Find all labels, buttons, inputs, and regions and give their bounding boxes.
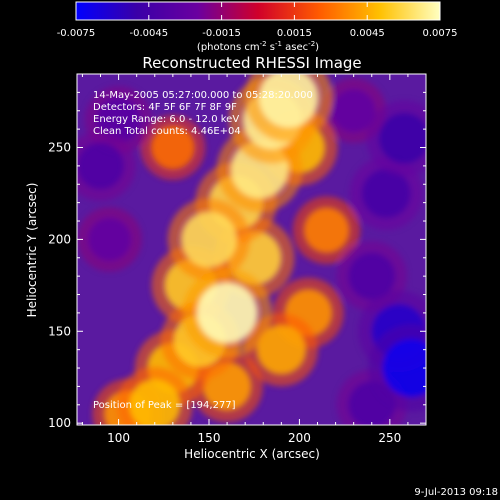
colorbar-ticks: -0.0075 -0.0045 -0.0015 0.0015 0.0045 0.0075 bbox=[57, 2, 458, 39]
emission-core bbox=[378, 112, 426, 164]
emission-core bbox=[348, 252, 396, 300]
colorbar: -0.0075 -0.0045 -0.0015 0.0015 0.0045 0.0075 … bbox=[57, 1, 458, 53]
annotation-energy: Energy Range: 6.0 - 12.0 keV bbox=[93, 114, 239, 125]
x-axis-label: Heliocentric X (arcsec) bbox=[184, 447, 320, 461]
colorbar-tick-label: -0.0045 bbox=[129, 28, 168, 39]
footer-date: 9-Jul-2013 09:18 bbox=[414, 487, 498, 498]
annotation-block: 14-May-2005 05:27:00.000 to 05:28:20.000… bbox=[93, 90, 313, 137]
colorbar-tick-label: -0.0075 bbox=[57, 28, 96, 39]
emission-core bbox=[304, 207, 350, 253]
annotation-detectors: Detectors: 4F 5F 6F 7F 8F 9F bbox=[93, 102, 237, 113]
emission-core bbox=[96, 97, 142, 143]
chart-title: Reconstructed RHESSI Image bbox=[142, 54, 361, 72]
x-tick-label: 150 bbox=[198, 431, 221, 445]
emission-core bbox=[151, 125, 195, 170]
colorbar-tick-label: 0.0075 bbox=[423, 28, 458, 39]
peak-position-label: Position of Peak = [194,277] bbox=[93, 400, 236, 411]
emission-core bbox=[77, 142, 124, 190]
colorbar-tick-label: 0.0015 bbox=[277, 28, 312, 39]
emission-core bbox=[256, 325, 306, 375]
annotation-clean: Clean Total counts: 4.46E+04 bbox=[93, 126, 241, 137]
emission-core bbox=[259, 74, 319, 128]
y-tick-label: 100 bbox=[48, 416, 71, 430]
axes: 100 150 200 250 100 150 200 250 bbox=[48, 73, 427, 445]
image-area bbox=[77, 74, 426, 425]
annotation-time: 14-May-2005 05:27:00.000 to 05:28:20.000 bbox=[93, 90, 313, 101]
x-tick-label: 250 bbox=[378, 431, 401, 445]
emission-core bbox=[332, 89, 376, 133]
y-axis-label: Heliocentric Y (arcsec) bbox=[25, 183, 39, 318]
emission-core bbox=[87, 217, 132, 261]
emission-core bbox=[361, 169, 411, 218]
plot-frame bbox=[76, 73, 427, 426]
emission-blobs bbox=[77, 74, 426, 425]
emission-core bbox=[181, 211, 237, 267]
x-tick-label: 200 bbox=[288, 431, 311, 445]
emission-core bbox=[129, 379, 181, 425]
colorbar-gradient bbox=[75, 1, 441, 21]
colorbar-unit-label: (photons cm-2 s-1 asec-2) bbox=[197, 40, 319, 53]
emission-core bbox=[382, 338, 426, 398]
y-tick-label: 250 bbox=[48, 141, 71, 155]
emission-core bbox=[197, 282, 258, 343]
y-tick-label: 200 bbox=[48, 232, 71, 246]
colorbar-tick-label: 0.0045 bbox=[350, 28, 385, 39]
x-tick-label: 100 bbox=[107, 431, 130, 445]
y-tick-label: 150 bbox=[48, 324, 71, 338]
colorbar-tick-label: -0.0015 bbox=[202, 28, 241, 39]
